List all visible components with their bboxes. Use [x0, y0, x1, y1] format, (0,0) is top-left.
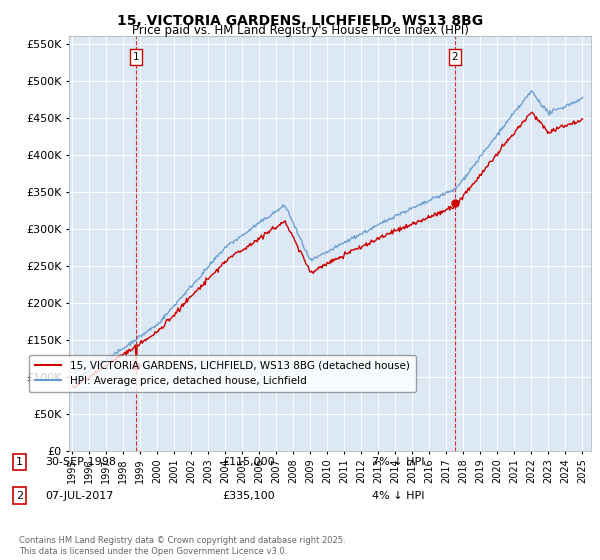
Text: £335,100: £335,100: [222, 491, 275, 501]
Text: Price paid vs. HM Land Registry's House Price Index (HPI): Price paid vs. HM Land Registry's House …: [131, 24, 469, 37]
Text: 15, VICTORIA GARDENS, LICHFIELD, WS13 8BG: 15, VICTORIA GARDENS, LICHFIELD, WS13 8B…: [117, 14, 483, 28]
Text: 30-SEP-1998: 30-SEP-1998: [45, 457, 116, 467]
Point: [450, 198, 460, 207]
Legend: 15, VICTORIA GARDENS, LICHFIELD, WS13 8BG (detached house), HPI: Average price, : 15, VICTORIA GARDENS, LICHFIELD, WS13 8B…: [29, 354, 416, 393]
Text: 07-JUL-2017: 07-JUL-2017: [45, 491, 113, 501]
Point: [131, 361, 141, 370]
Text: £115,000: £115,000: [222, 457, 275, 467]
Text: 2: 2: [16, 491, 23, 501]
Text: 4% ↓ HPI: 4% ↓ HPI: [372, 491, 425, 501]
Text: 7% ↓ HPI: 7% ↓ HPI: [372, 457, 425, 467]
Text: Contains HM Land Registry data © Crown copyright and database right 2025.
This d: Contains HM Land Registry data © Crown c…: [19, 536, 346, 556]
Text: 1: 1: [16, 457, 23, 467]
Text: 2: 2: [452, 52, 458, 62]
Text: 1: 1: [133, 52, 139, 62]
